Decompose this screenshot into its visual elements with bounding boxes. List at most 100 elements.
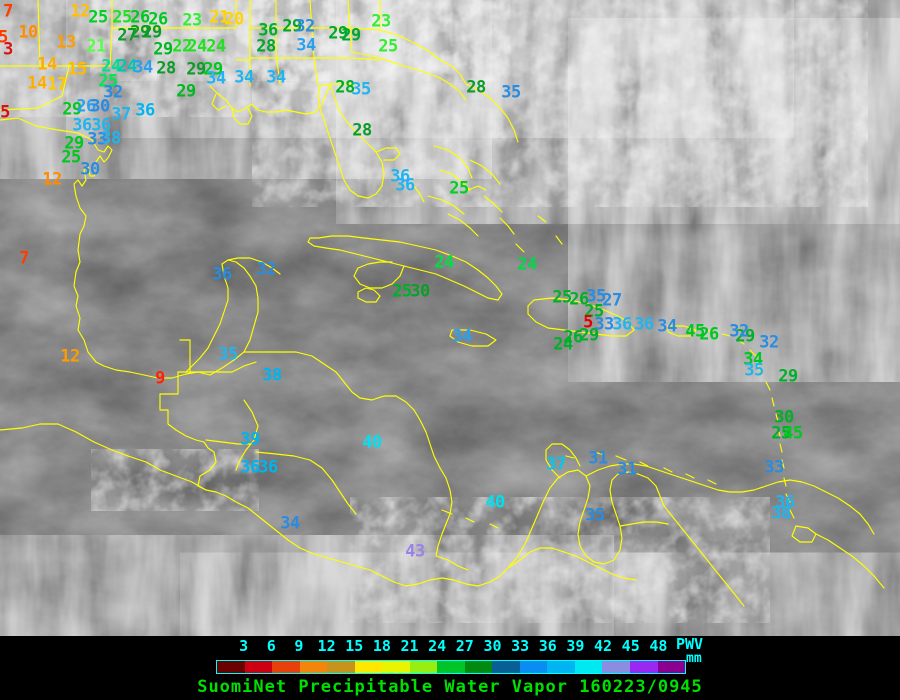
station-pwv-value: 36	[91, 115, 111, 136]
station-pwv-value: 45	[783, 423, 803, 444]
station-pwv-value: 36	[634, 314, 654, 335]
station-pwv-value: 33	[764, 457, 784, 478]
station-pwv-value: 24	[101, 56, 121, 77]
station-pwv-value: 7	[19, 248, 29, 269]
station-pwv-value: 32	[759, 332, 779, 353]
station-pwv-value: 35	[218, 344, 238, 365]
colorbar-swatch-6	[382, 661, 410, 673]
station-pwv-value: 29	[735, 326, 755, 347]
station-pwv-value: 33	[87, 129, 107, 150]
station-pwv-value: 10	[18, 22, 38, 43]
station-pwv-value: 29	[778, 366, 798, 387]
pwv-variable-label: PWV	[676, 635, 704, 653]
station-pwv-value: 36	[72, 115, 92, 136]
colorbar-swatch-1	[244, 661, 273, 673]
station-pwv-value: 25	[584, 301, 604, 322]
colorbar-tick-24: 24	[428, 637, 447, 655]
station-pwv-value: 27	[117, 25, 137, 46]
station-pwv-value: 32	[729, 321, 749, 342]
station-pwv-value: 23	[371, 11, 391, 32]
station-pwv-value: 3	[3, 39, 13, 60]
coastline-overlay	[0, 0, 900, 636]
colorbar-tick-21: 21	[400, 637, 419, 655]
station-pwv-value: 36	[390, 166, 410, 187]
colorbar-tick-42: 42	[594, 637, 613, 655]
station-pwv-value: 31	[588, 448, 608, 469]
station-pwv-value: 14	[37, 54, 57, 75]
station-pwv-value: 35	[585, 505, 605, 526]
colorbar-swatch-12	[547, 661, 575, 673]
station-pwv-value: 29	[153, 39, 173, 60]
colorbar-tick-15: 15	[345, 637, 364, 655]
colorbar-swatch-11	[519, 661, 548, 673]
station-pwv-value: 34	[296, 35, 316, 56]
station-pwv-value: 34	[206, 68, 226, 89]
station-pwv-value: 24	[187, 36, 207, 57]
station-pwv-value: 35	[501, 82, 521, 103]
colorbar-tick-27: 27	[455, 637, 474, 655]
station-pwv-value: 40	[362, 432, 382, 453]
station-pwv-value: 29	[64, 133, 84, 154]
station-pwv-value: 29	[62, 99, 82, 120]
station-pwv-value: 29	[142, 22, 162, 43]
pwv-colorbar	[216, 660, 686, 674]
station-pwv-value: 29	[341, 25, 361, 46]
station-pwv-value: 34	[234, 67, 254, 88]
station-pwv-value: 12	[42, 169, 62, 190]
colorbar-tick-30: 30	[483, 637, 502, 655]
colorbar-tick-39: 39	[566, 637, 585, 655]
station-pwv-value: 36	[212, 264, 232, 285]
station-pwv-value: 36	[135, 100, 155, 121]
station-pwv-value: 25	[552, 287, 572, 308]
station-pwv-value: 32	[295, 16, 315, 37]
station-pwv-value: 36	[258, 457, 278, 478]
station-pwv-value: 34	[452, 326, 472, 347]
station-pwv-value: 24	[517, 254, 537, 275]
station-pwv-value: 24	[434, 252, 454, 273]
station-pwv-value: 29	[130, 22, 150, 43]
station-pwv-value: 24	[117, 56, 137, 77]
station-pwv-value: 25	[771, 423, 791, 444]
colorbar-swatch-13	[574, 661, 603, 673]
product-title: SuomiNet Precipitable Water Vapor 160223…	[197, 677, 703, 697]
station-pwv-value: 25	[378, 36, 398, 57]
station-pwv-value: 7	[3, 1, 13, 22]
station-pwv-value: 32	[103, 82, 123, 103]
station-pwv-value: 30	[90, 96, 110, 117]
station-pwv-value: 26	[563, 327, 583, 348]
station-pwv-value: 28	[352, 120, 372, 141]
colorbar-tick-33: 33	[511, 637, 530, 655]
station-pwv-value: 5	[583, 312, 593, 333]
station-pwv-value: 29	[282, 16, 302, 37]
colorbar-swatch-0	[217, 661, 245, 673]
station-pwv-value: 21	[86, 36, 106, 57]
legend-footer: 3 6 9 12 15 18 21 24 27 30 33 36 39 42 45 48 PWV mm Suo…	[0, 635, 900, 700]
station-pwv-value: 35	[351, 79, 371, 100]
colorbar-swatch-5	[354, 661, 383, 673]
station-pwv-value: 30	[80, 159, 100, 180]
station-pwv-value: 28	[156, 58, 176, 79]
station-pwv-value: 20	[224, 9, 244, 30]
station-pwv-value: 5	[0, 27, 8, 48]
station-pwv-value: 25	[88, 7, 108, 28]
station-pwv-value: 12	[60, 346, 80, 367]
station-pwv-value: 35	[586, 286, 606, 307]
station-pwv-value: 26	[148, 9, 168, 30]
station-pwv-value: 23	[182, 10, 202, 31]
colorbar-swatch-9	[464, 661, 493, 673]
colorbar-tick-labels: 3 6 9 12 15 18 21 24 27 30 33 36 39 42 45 48	[0, 636, 900, 656]
colorbar-swatch-10	[492, 661, 520, 673]
station-pwv-value: 26	[699, 324, 719, 345]
station-pwv-value: 33	[594, 314, 614, 335]
station-pwv-value: 36	[240, 457, 260, 478]
station-pwv-value: 27	[602, 290, 622, 311]
station-pwv-value: 15	[67, 59, 87, 80]
colorbar-swatch-14	[602, 661, 630, 673]
colorbar-swatch-15	[629, 661, 658, 673]
station-pwv-value: 30	[774, 407, 794, 428]
colorbar-tick-36: 36	[538, 637, 557, 655]
station-pwv-value: 43	[405, 541, 425, 562]
station-pwv-value: 28	[466, 77, 486, 98]
station-pwv-value: 45	[685, 321, 705, 342]
